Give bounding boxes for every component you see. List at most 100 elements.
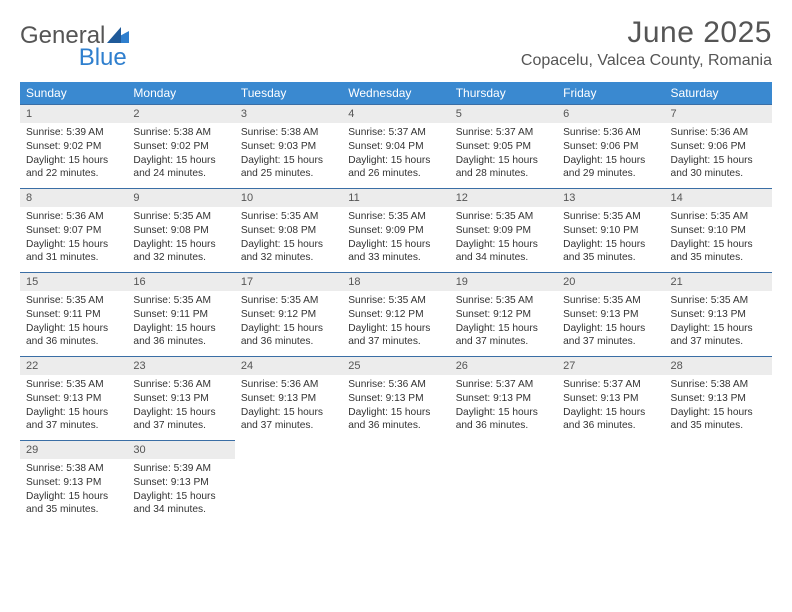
day-line-d1: Daylight: 15 hours — [456, 406, 551, 420]
day-line-d1: Daylight: 15 hours — [241, 406, 336, 420]
day-line-d2: and 35 minutes. — [563, 251, 658, 265]
day-line-ss: Sunset: 9:08 PM — [241, 224, 336, 238]
day-line-d2: and 25 minutes. — [241, 167, 336, 181]
day-line-ss: Sunset: 9:11 PM — [133, 308, 228, 322]
day-line-sr: Sunrise: 5:36 AM — [563, 126, 658, 140]
day-body: Sunrise: 5:36 AMSunset: 9:13 PMDaylight:… — [127, 375, 234, 437]
day-number: 21 — [665, 272, 772, 291]
calendar-cell: 5Sunrise: 5:37 AMSunset: 9:05 PMDaylight… — [450, 104, 557, 188]
day-body: Sunrise: 5:35 AMSunset: 9:08 PMDaylight:… — [235, 207, 342, 269]
day-line-sr: Sunrise: 5:39 AM — [26, 126, 121, 140]
day-line-d2: and 37 minutes. — [671, 335, 766, 349]
day-line-ss: Sunset: 9:13 PM — [671, 308, 766, 322]
dayhead-mon: Monday — [127, 82, 234, 104]
day-line-sr: Sunrise: 5:35 AM — [563, 210, 658, 224]
day-line-d2: and 31 minutes. — [26, 251, 121, 265]
day-line-sr: Sunrise: 5:37 AM — [348, 126, 443, 140]
day-line-sr: Sunrise: 5:36 AM — [348, 378, 443, 392]
day-line-d1: Daylight: 15 hours — [563, 238, 658, 252]
day-line-d1: Daylight: 15 hours — [563, 154, 658, 168]
day-line-sr: Sunrise: 5:35 AM — [563, 294, 658, 308]
day-line-d1: Daylight: 15 hours — [133, 406, 228, 420]
calendar-cell: 14Sunrise: 5:35 AMSunset: 9:10 PMDayligh… — [665, 188, 772, 272]
day-line-d2: and 28 minutes. — [456, 167, 551, 181]
calendar-cell: 28Sunrise: 5:38 AMSunset: 9:13 PMDayligh… — [665, 356, 772, 440]
day-line-d2: and 37 minutes. — [563, 335, 658, 349]
day-number: 6 — [557, 104, 664, 123]
day-body: Sunrise: 5:37 AMSunset: 9:13 PMDaylight:… — [450, 375, 557, 437]
day-line-ss: Sunset: 9:10 PM — [671, 224, 766, 238]
calendar-cell: 1Sunrise: 5:39 AMSunset: 9:02 PMDaylight… — [20, 104, 127, 188]
day-body: Sunrise: 5:37 AMSunset: 9:04 PMDaylight:… — [342, 123, 449, 185]
day-number: 15 — [20, 272, 127, 291]
calendar-cell: 11Sunrise: 5:35 AMSunset: 9:09 PMDayligh… — [342, 188, 449, 272]
calendar-cell: 16Sunrise: 5:35 AMSunset: 9:11 PMDayligh… — [127, 272, 234, 356]
calendar-header-row: Sunday Monday Tuesday Wednesday Thursday… — [20, 82, 772, 104]
day-body: Sunrise: 5:36 AMSunset: 9:07 PMDaylight:… — [20, 207, 127, 269]
day-line-ss: Sunset: 9:13 PM — [133, 392, 228, 406]
calendar-week: 29Sunrise: 5:38 AMSunset: 9:13 PMDayligh… — [20, 440, 772, 524]
day-line-ss: Sunset: 9:13 PM — [563, 308, 658, 322]
calendar-cell: 18Sunrise: 5:35 AMSunset: 9:12 PMDayligh… — [342, 272, 449, 356]
title-block: June 2025 Copacelu, Valcea County, Roman… — [521, 16, 772, 70]
day-number: 26 — [450, 356, 557, 375]
day-line-ss: Sunset: 9:06 PM — [671, 140, 766, 154]
day-body: Sunrise: 5:39 AMSunset: 9:13 PMDaylight:… — [127, 459, 234, 521]
day-line-ss: Sunset: 9:13 PM — [563, 392, 658, 406]
dayhead-tue: Tuesday — [235, 82, 342, 104]
dayhead-sat: Saturday — [665, 82, 772, 104]
day-number: 22 — [20, 356, 127, 375]
day-line-d2: and 26 minutes. — [348, 167, 443, 181]
day-line-d1: Daylight: 15 hours — [563, 322, 658, 336]
day-line-sr: Sunrise: 5:38 AM — [241, 126, 336, 140]
day-line-d2: and 33 minutes. — [348, 251, 443, 265]
calendar-cell — [557, 440, 664, 524]
day-number: 30 — [127, 440, 234, 459]
day-number: 29 — [20, 440, 127, 459]
day-line-d1: Daylight: 15 hours — [348, 406, 443, 420]
calendar-table: Sunday Monday Tuesday Wednesday Thursday… — [20, 82, 772, 524]
day-body: Sunrise: 5:36 AMSunset: 9:13 PMDaylight:… — [235, 375, 342, 437]
day-body: Sunrise: 5:36 AMSunset: 9:06 PMDaylight:… — [665, 123, 772, 185]
day-number: 14 — [665, 188, 772, 207]
calendar-cell: 27Sunrise: 5:37 AMSunset: 9:13 PMDayligh… — [557, 356, 664, 440]
day-line-sr: Sunrise: 5:36 AM — [133, 378, 228, 392]
day-line-ss: Sunset: 9:03 PM — [241, 140, 336, 154]
day-line-d2: and 36 minutes. — [26, 335, 121, 349]
day-number: 23 — [127, 356, 234, 375]
dayhead-fri: Friday — [557, 82, 664, 104]
day-line-d2: and 37 minutes. — [133, 419, 228, 433]
day-number: 10 — [235, 188, 342, 207]
day-number: 19 — [450, 272, 557, 291]
day-line-d2: and 22 minutes. — [26, 167, 121, 181]
day-line-d2: and 24 minutes. — [133, 167, 228, 181]
day-line-d1: Daylight: 15 hours — [456, 154, 551, 168]
day-line-ss: Sunset: 9:09 PM — [348, 224, 443, 238]
day-line-d2: and 34 minutes. — [133, 503, 228, 517]
day-body: Sunrise: 5:35 AMSunset: 9:10 PMDaylight:… — [665, 207, 772, 269]
day-line-ss: Sunset: 9:10 PM — [563, 224, 658, 238]
calendar-cell: 22Sunrise: 5:35 AMSunset: 9:13 PMDayligh… — [20, 356, 127, 440]
day-line-d2: and 35 minutes. — [671, 419, 766, 433]
day-body: Sunrise: 5:37 AMSunset: 9:05 PMDaylight:… — [450, 123, 557, 185]
day-line-ss: Sunset: 9:12 PM — [241, 308, 336, 322]
day-line-ss: Sunset: 9:13 PM — [671, 392, 766, 406]
day-line-d2: and 32 minutes. — [133, 251, 228, 265]
day-number: 5 — [450, 104, 557, 123]
calendar-cell: 6Sunrise: 5:36 AMSunset: 9:06 PMDaylight… — [557, 104, 664, 188]
day-body: Sunrise: 5:35 AMSunset: 9:10 PMDaylight:… — [557, 207, 664, 269]
calendar-cell: 2Sunrise: 5:38 AMSunset: 9:02 PMDaylight… — [127, 104, 234, 188]
day-body: Sunrise: 5:36 AMSunset: 9:13 PMDaylight:… — [342, 375, 449, 437]
day-line-sr: Sunrise: 5:35 AM — [241, 294, 336, 308]
day-line-d2: and 36 minutes. — [133, 335, 228, 349]
day-line-sr: Sunrise: 5:38 AM — [133, 126, 228, 140]
day-line-ss: Sunset: 9:02 PM — [133, 140, 228, 154]
calendar-body: 1Sunrise: 5:39 AMSunset: 9:02 PMDaylight… — [20, 104, 772, 524]
calendar-cell: 21Sunrise: 5:35 AMSunset: 9:13 PMDayligh… — [665, 272, 772, 356]
day-body: Sunrise: 5:35 AMSunset: 9:13 PMDaylight:… — [557, 291, 664, 353]
day-number: 4 — [342, 104, 449, 123]
day-line-d2: and 30 minutes. — [671, 167, 766, 181]
day-line-ss: Sunset: 9:09 PM — [456, 224, 551, 238]
day-line-d2: and 37 minutes. — [26, 419, 121, 433]
day-line-d1: Daylight: 15 hours — [671, 238, 766, 252]
